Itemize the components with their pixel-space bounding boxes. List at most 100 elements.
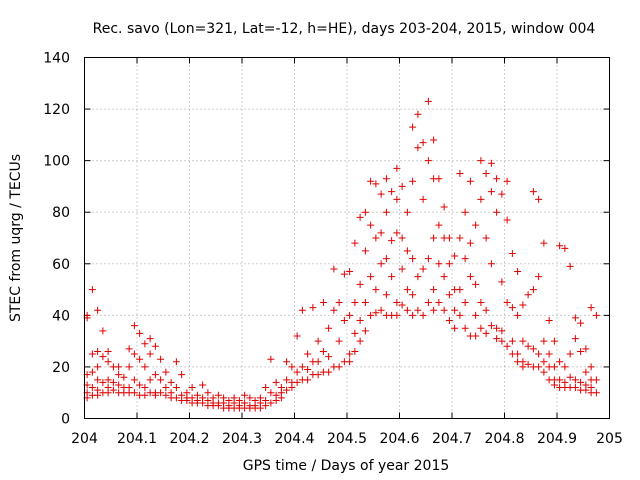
data-point (498, 278, 506, 286)
data-point (314, 358, 322, 366)
data-point (524, 291, 532, 299)
data-point (435, 298, 443, 306)
data-point (293, 378, 301, 386)
data-point (535, 350, 543, 358)
data-point (545, 317, 553, 325)
data-point (214, 391, 222, 399)
data-point (94, 347, 102, 355)
data-point (493, 208, 501, 216)
y-tick-label: 0 (61, 412, 70, 428)
data-point (125, 363, 133, 371)
y-tick-label: 140 (43, 51, 70, 67)
data-point (267, 355, 275, 363)
data-point (424, 97, 432, 105)
data-point (498, 327, 506, 335)
data-point (451, 252, 459, 260)
data-point (346, 268, 354, 276)
data-point (545, 350, 553, 358)
data-point (477, 324, 485, 332)
data-point (519, 363, 527, 371)
data-point (456, 170, 464, 178)
data-point (267, 399, 275, 407)
data-point (346, 350, 354, 358)
data-point (461, 298, 469, 306)
data-point (382, 291, 390, 299)
data-point (319, 347, 327, 355)
data-point (283, 358, 291, 366)
data-point (414, 273, 422, 281)
data-point (157, 355, 165, 363)
data-point (298, 363, 306, 371)
data-point (393, 311, 401, 319)
data-point (435, 260, 443, 268)
x-tick-label: 205 (596, 431, 623, 447)
data-point (330, 306, 338, 314)
data-point (435, 221, 443, 229)
data-point (424, 255, 432, 263)
data-point (361, 327, 369, 335)
data-point (487, 159, 495, 167)
data-point (340, 317, 348, 325)
data-point (561, 363, 569, 371)
data-point (256, 404, 264, 412)
data-point (104, 389, 112, 397)
data-point (445, 317, 453, 325)
data-point (277, 394, 285, 402)
data-point (204, 389, 212, 397)
data-point (125, 345, 133, 353)
data-point (314, 337, 322, 345)
data-point (445, 291, 453, 299)
data-point (325, 368, 333, 376)
data-point (487, 322, 495, 330)
data-point (466, 177, 474, 185)
data-point (262, 402, 270, 410)
data-point (372, 180, 380, 188)
data-point (540, 239, 548, 247)
data-point (288, 363, 296, 371)
data-point (414, 144, 422, 152)
x-tick-label: 204.2 (169, 431, 209, 447)
data-point (409, 311, 417, 319)
data-point (535, 363, 543, 371)
data-point (104, 358, 112, 366)
y-tick-label: 80 (52, 205, 70, 221)
y-axis-label: STEC from uqrg / TECUs (8, 154, 24, 322)
data-point (409, 291, 417, 299)
data-point (361, 247, 369, 255)
data-point (172, 384, 180, 392)
data-point (293, 368, 301, 376)
data-point (393, 229, 401, 237)
data-point (393, 195, 401, 203)
data-point (141, 384, 149, 392)
data-point (304, 376, 312, 384)
data-point (130, 376, 138, 384)
data-point (398, 265, 406, 273)
data-point (356, 337, 364, 345)
data-point (561, 244, 569, 252)
data-point (550, 337, 558, 345)
data-point (346, 311, 354, 319)
data-point (267, 389, 275, 397)
data-point (424, 157, 432, 165)
data-point (592, 376, 600, 384)
data-point (141, 363, 149, 371)
data-point (398, 234, 406, 242)
data-point (393, 164, 401, 172)
data-point (430, 234, 438, 242)
data-point (393, 298, 401, 306)
data-point (514, 268, 522, 276)
data-point (477, 298, 485, 306)
data-point (582, 368, 590, 376)
data-point (356, 213, 364, 221)
data-point (151, 391, 159, 399)
data-point (503, 216, 511, 224)
data-point (178, 371, 186, 379)
data-point (508, 337, 516, 345)
data-point (288, 384, 296, 392)
data-point (115, 363, 123, 371)
data-point (104, 347, 112, 355)
data-point (314, 371, 322, 379)
data-point (482, 306, 490, 314)
data-point (94, 363, 102, 371)
data-point (498, 337, 506, 345)
